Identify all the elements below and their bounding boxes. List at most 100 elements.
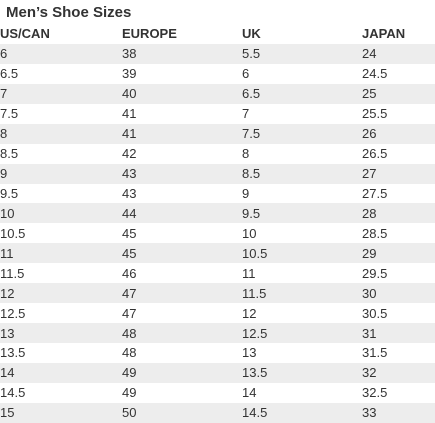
- table-row: 14.5 49 14 32.5: [0, 383, 435, 403]
- table-row: 8 41 7.5 26: [0, 123, 435, 144]
- cell-europe: 50: [122, 402, 242, 423]
- table-row: 7 40 6.5 25: [0, 83, 435, 104]
- cell-us-can: 13: [0, 323, 122, 343]
- cell-europe: 47: [122, 283, 242, 304]
- cell-europe: 42: [122, 146, 137, 162]
- page-title: Men’s Shoe Sizes: [6, 4, 132, 21]
- cell-europe: 43: [122, 185, 137, 201]
- cell-europe: 41: [122, 106, 137, 122]
- cell-us-can: 15: [0, 402, 122, 423]
- cell-uk: 8.5: [242, 163, 362, 184]
- column-header-us-can: US/CAN: [0, 26, 50, 42]
- cell-japan: 25: [362, 83, 435, 104]
- cell-japan: 30: [362, 283, 435, 304]
- cell-europe: 46: [122, 265, 137, 281]
- cell-us-can: 8.5: [0, 146, 19, 162]
- cell-japan: 27.5: [362, 185, 388, 201]
- cell-japan: 32.5: [362, 385, 388, 401]
- cell-us-can: 13.5: [0, 345, 26, 361]
- cell-japan: 28.5: [362, 225, 388, 241]
- cell-us-can: 9: [0, 163, 122, 184]
- table-row: 14 49 13.5 32: [0, 362, 435, 383]
- cell-europe: 48: [122, 345, 137, 361]
- cell-japan: 32: [362, 362, 435, 383]
- table-header: US/CAN EUROPE UK JAPAN: [0, 24, 435, 44]
- cell-uk: 11: [242, 265, 256, 281]
- column-header-japan: JAPAN: [362, 26, 406, 42]
- column-header-uk: UK: [242, 26, 261, 42]
- table-row: 12 47 11.5 30: [0, 283, 435, 304]
- cell-us-can: 6: [0, 43, 122, 64]
- cell-europe: 43: [122, 163, 242, 184]
- cell-europe: 49: [122, 385, 137, 401]
- cell-europe: 45: [122, 225, 137, 241]
- table-row: 10.5 45 10 28.5: [0, 223, 435, 243]
- cell-japan: 25.5: [362, 106, 388, 122]
- cell-us-can: 7: [0, 83, 122, 104]
- cell-us-can: 10: [0, 203, 122, 224]
- table-row: 7.5 41 7 25.5: [0, 104, 435, 124]
- cell-europe: 49: [122, 362, 242, 383]
- cell-us-can: 9.5: [0, 185, 19, 201]
- cell-japan: 31: [362, 323, 435, 343]
- cell-europe: 44: [122, 203, 242, 224]
- cell-japan: 29: [362, 243, 435, 264]
- table-row: 10 44 9.5 28: [0, 203, 435, 224]
- cell-europe: 45: [122, 243, 242, 264]
- table-row: 12.5 47 12 30.5: [0, 303, 435, 323]
- cell-uk: 11.5: [242, 283, 362, 304]
- cell-us-can: 14.5: [0, 385, 26, 401]
- cell-uk: 12: [242, 305, 257, 321]
- cell-uk: 7: [242, 106, 250, 122]
- cell-us-can: 8: [0, 123, 122, 144]
- cell-europe: 38: [122, 43, 242, 64]
- cell-uk: 8: [242, 146, 250, 162]
- shoe-size-table: US/CAN EUROPE UK JAPAN 6 38 5.5 24 6.5 39 6 24.…: [0, 24, 435, 423]
- table-row: 13 48 12.5 31: [0, 323, 435, 343]
- cell-japan: 26: [362, 123, 435, 144]
- table-row: 9.5 43 9 27.5: [0, 184, 435, 204]
- cell-japan: 24: [362, 43, 435, 64]
- cell-japan: 28: [362, 203, 435, 224]
- cell-us-can: 11.5: [0, 265, 25, 281]
- table-row: 6 38 5.5 24: [0, 43, 435, 64]
- cell-uk: 13.5: [242, 362, 362, 383]
- cell-us-can: 7.5: [0, 106, 19, 122]
- cell-japan: 33: [362, 402, 435, 423]
- cell-uk: 5.5: [242, 43, 362, 64]
- cell-japan: 24.5: [362, 66, 388, 82]
- table-row: 11.5 46 11 29.5: [0, 263, 435, 283]
- cell-japan: 27: [362, 163, 435, 184]
- cell-europe: 40: [122, 83, 242, 104]
- cell-uk: 13: [242, 345, 257, 361]
- table-row: 9 43 8.5 27: [0, 163, 435, 184]
- table-row: 8.5 42 8 26.5: [0, 144, 435, 164]
- cell-us-can: 6.5: [0, 66, 19, 82]
- cell-uk: 14.5: [242, 402, 362, 423]
- cell-uk: 7.5: [242, 123, 362, 144]
- cell-uk: 6.5: [242, 83, 362, 104]
- table-row: 15 50 14.5 33: [0, 402, 435, 423]
- cell-uk: 6: [242, 66, 250, 82]
- cell-japan: 30.5: [362, 305, 388, 321]
- table-row: 6.5 39 6 24.5: [0, 64, 435, 84]
- cell-uk: 14: [242, 385, 257, 401]
- cell-japan: 26.5: [362, 146, 388, 162]
- table-body: 6 38 5.5 24 6.5 39 6 24.5 7 40 6.5 25 7.5 41 7 25.5 8 41 7…: [0, 43, 435, 423]
- cell-europe: 47: [122, 305, 137, 321]
- cell-europe: 39: [122, 66, 137, 82]
- cell-uk: 12.5: [242, 323, 362, 343]
- cell-europe: 41: [122, 123, 242, 144]
- table-row: 13.5 48 13 31.5: [0, 343, 435, 363]
- cell-japan: 29.5: [362, 265, 388, 281]
- cell-japan: 31.5: [362, 345, 388, 361]
- cell-us-can: 12: [0, 283, 122, 304]
- header-row: US/CAN EUROPE UK JAPAN: [0, 24, 435, 44]
- cell-us-can: 11: [0, 243, 122, 264]
- cell-us-can: 10.5: [0, 225, 26, 241]
- column-header-europe: EUROPE: [122, 26, 177, 42]
- cell-uk: 9: [242, 185, 250, 201]
- cell-europe: 48: [122, 323, 242, 343]
- cell-uk: 9.5: [242, 203, 362, 224]
- cell-us-can: 12.5: [0, 305, 26, 321]
